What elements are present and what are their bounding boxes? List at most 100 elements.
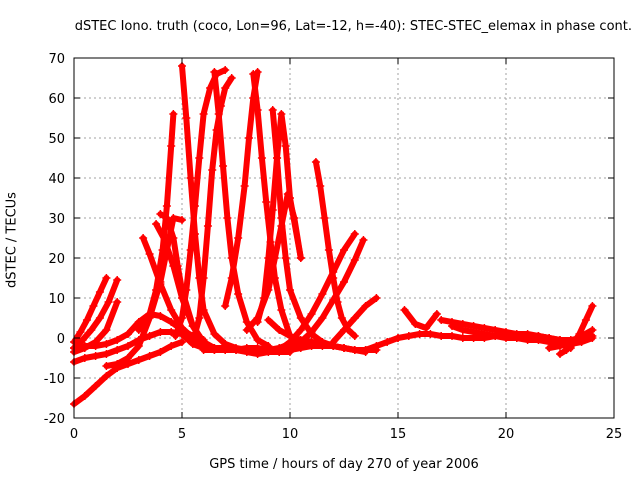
y-tick-label: 40 [48,172,65,187]
data-point [134,342,143,350]
x-tick-label: 0 [70,427,78,442]
data-point [253,314,262,322]
series-line [276,231,358,353]
data-point [104,298,113,306]
data-point [534,332,543,340]
data-point [102,340,111,348]
data-point [124,342,132,350]
data-point [182,286,191,294]
data-point [329,296,338,304]
data-point [178,338,186,346]
data-point [340,344,348,352]
data-point [134,326,143,334]
data-point [281,254,290,262]
data-point [448,322,456,330]
data-point [350,314,359,322]
data-point [458,334,467,342]
data-point [277,306,286,314]
data-point [307,328,316,336]
data-point [422,324,431,332]
x-axis-label: GPS time / hours of day 270 of year 2006 [209,457,479,472]
data-point [581,316,590,324]
data-point [324,246,333,254]
series-line [250,71,293,339]
x-tick-label: 20 [498,427,515,442]
data-point [270,254,279,262]
data-point [91,342,100,350]
data-series [311,158,359,340]
data-point [91,352,100,360]
data-point [156,312,165,320]
data-point [253,336,262,344]
data-point [437,316,446,324]
data-point [82,316,91,324]
data-point [556,336,564,344]
data-point [80,342,89,350]
data-point [296,336,305,344]
data-point [588,302,597,310]
data-point [156,210,165,218]
data-point [145,352,154,360]
data-point [162,202,171,210]
data-point [113,276,122,284]
data-point [448,332,456,340]
data-point [167,142,176,150]
data-point [523,336,532,344]
data-point [221,346,230,354]
data-point [167,342,176,350]
data-point [173,262,182,270]
data-point [480,330,489,338]
data-point [199,274,208,282]
data-point [264,346,273,354]
y-tick-label: -20 [44,412,65,427]
data-point [113,360,122,368]
x-tick-label: 15 [390,427,407,442]
data-point [244,134,253,142]
data-point [186,246,195,254]
data-point [562,346,571,354]
data-point [102,362,111,370]
data-point [340,278,348,286]
series-line [401,307,440,331]
data-point [426,330,435,338]
series-line [71,277,121,351]
data-point [286,332,294,340]
data-point [232,346,240,354]
data-point [145,332,154,340]
data-point [437,332,446,340]
y-tick-label: 50 [48,132,65,147]
data-point [182,114,191,122]
data-point [491,332,500,340]
data-point [124,330,132,338]
data-point [95,288,104,296]
data-point [588,326,597,334]
data-point [219,162,228,170]
data-point [167,318,176,326]
data-point [240,182,249,190]
data-point [337,314,346,322]
data-series [534,332,597,348]
data-point [281,142,290,150]
data-point [206,84,215,92]
data-point [311,158,320,166]
data-point [383,338,392,346]
data-point [273,154,282,162]
data-point [588,334,597,342]
data-point [102,326,111,334]
data-point [234,290,243,298]
data-point [545,334,554,342]
data-point [264,286,273,294]
data-point [208,166,217,174]
x-tick-label: 25 [606,427,623,442]
data-point [210,330,219,338]
data-point [372,294,381,302]
data-point [277,110,286,118]
data-point [253,106,262,114]
data-point [113,298,122,306]
data-point [145,310,154,318]
data-point [350,332,359,340]
y-tick-label: 0 [57,332,65,347]
data-point [577,338,586,346]
